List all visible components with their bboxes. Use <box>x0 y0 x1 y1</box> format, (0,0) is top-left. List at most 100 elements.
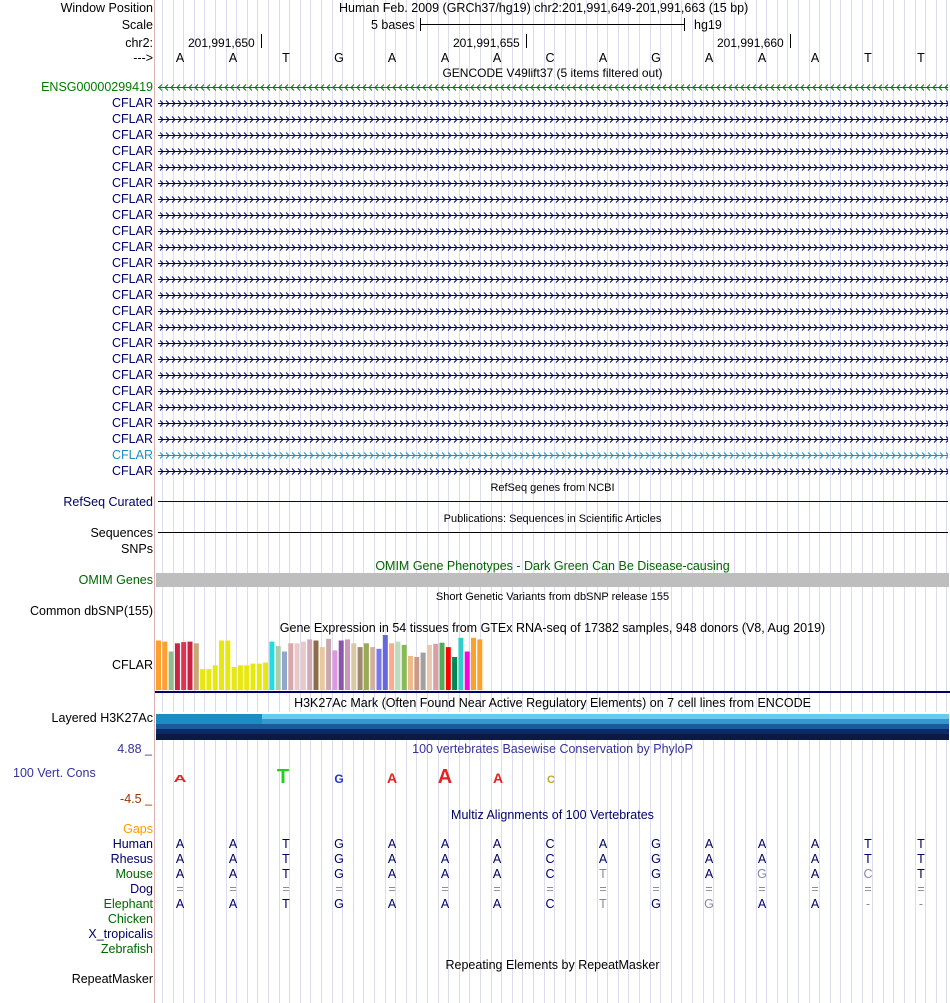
gencode-transcript-label[interactable]: CFLAR <box>112 384 153 398</box>
h3k27ac-title[interactable]: H3K27Ac Mark (Often Found Near Active Re… <box>294 696 811 710</box>
gencode-transcript-label[interactable]: CFLAR <box>112 144 153 158</box>
gencode-transcript-label[interactable]: CFLAR <box>112 208 153 222</box>
gtex-bar[interactable] <box>357 647 363 690</box>
gencode-transcript-label[interactable]: CFLAR <box>112 288 153 302</box>
refseq-title[interactable]: RefSeq genes from NCBI <box>490 482 615 494</box>
multiz-species-label[interactable]: X_tropicalis <box>88 927 153 941</box>
gencode-transcript-label[interactable]: CFLAR <box>112 416 153 430</box>
gencode-transcript-track[interactable] <box>158 212 948 219</box>
h3k27ac-signal[interactable] <box>156 712 949 740</box>
gtex-bar[interactable] <box>464 651 470 691</box>
multiz-species-label[interactable]: Mouse <box>115 867 153 881</box>
gtex-label[interactable]: CFLAR <box>112 658 153 672</box>
gtex-bar[interactable] <box>206 669 212 690</box>
gtex-bar[interactable] <box>219 640 224 691</box>
gtex-bar[interactable] <box>389 643 395 691</box>
gtex-bar[interactable] <box>452 657 458 690</box>
gencode-transcript-track[interactable] <box>158 116 948 123</box>
gtex-bar[interactable] <box>269 641 275 690</box>
snps-label[interactable]: SNPs <box>121 542 153 556</box>
ensg-gene-track[interactable] <box>158 84 948 91</box>
gtex-bar[interactable] <box>181 642 187 690</box>
gtex-bar[interactable] <box>408 655 413 690</box>
dbsnp-label[interactable]: Common dbSNP(155) <box>30 604 153 618</box>
gtex-bar[interactable] <box>244 665 250 691</box>
gencode-transcript-track[interactable] <box>158 324 948 331</box>
gtex-bar[interactable] <box>471 637 476 691</box>
gtex-bar[interactable] <box>351 643 357 691</box>
gtex-bar[interactable] <box>370 647 376 690</box>
multiz-species-label[interactable]: Zebrafish <box>100 942 153 956</box>
gtex-bar[interactable] <box>168 651 174 691</box>
gencode-transcript-label[interactable]: CFLAR <box>112 272 153 286</box>
gencode-transcript-track[interactable] <box>158 436 948 443</box>
phylop-title[interactable]: 100 vertebrates Basewise Conservation by… <box>412 742 693 756</box>
gtex-bar[interactable] <box>282 651 287 691</box>
dbsnp-title[interactable]: Short Genetic Variants from dbSNP releas… <box>435 591 670 603</box>
gencode-title[interactable]: GENCODE V49lift37 (5 items filtered out) <box>442 66 663 80</box>
repeatmasker-label[interactable]: RepeatMasker <box>71 972 153 986</box>
gencode-transcript-track[interactable] <box>158 452 948 459</box>
gtex-bar[interactable] <box>200 669 206 690</box>
gencode-transcript-track[interactable] <box>158 468 948 475</box>
gtex-bar[interactable] <box>225 640 231 691</box>
gencode-transcript-label[interactable]: CFLAR <box>112 96 153 110</box>
gtex-bar[interactable] <box>162 641 168 690</box>
gtex-bar[interactable] <box>420 652 426 690</box>
gencode-transcript-label[interactable]: CFLAR <box>112 240 153 254</box>
gtex-bar[interactable] <box>458 637 464 691</box>
publications-track[interactable] <box>158 532 948 533</box>
gencode-transcript-track[interactable] <box>158 276 948 283</box>
gtex-bar[interactable] <box>174 643 180 691</box>
gtex-bar[interactable] <box>445 647 451 690</box>
gencode-ensg-label[interactable]: ENSG00000299419 <box>41 80 153 94</box>
refseq-label[interactable]: RefSeq Curated <box>63 495 153 509</box>
gtex-bar[interactable] <box>426 644 432 690</box>
gtex-bar[interactable] <box>332 650 338 690</box>
gtex-title[interactable]: Gene Expression in 54 tissues from GTEx … <box>279 621 826 635</box>
gencode-transcript-track[interactable] <box>158 260 948 267</box>
repeatmasker-title[interactable]: Repeating Elements by RepeatMasker <box>445 958 660 972</box>
gtex-bar[interactable] <box>294 643 300 691</box>
phylop-label[interactable]: 100 Vert. Cons <box>13 766 96 780</box>
gtex-bar[interactable] <box>326 638 332 690</box>
gtex-bar[interactable] <box>338 640 344 691</box>
gtex-bar[interactable] <box>187 641 193 690</box>
gtex-bar[interactable] <box>395 641 401 690</box>
multiz-gaps-label[interactable]: Gaps <box>123 822 153 836</box>
gtex-bar[interactable] <box>414 657 420 690</box>
gtex-bar[interactable] <box>433 643 439 690</box>
gtex-bar[interactable] <box>382 635 388 690</box>
gencode-transcript-track[interactable] <box>158 132 948 139</box>
gtex-bar[interactable] <box>263 662 269 691</box>
gencode-transcript-label[interactable]: CFLAR <box>112 432 153 446</box>
gencode-transcript-track[interactable] <box>158 420 948 427</box>
gencode-transcript-track[interactable] <box>158 100 948 107</box>
multiz-species-label[interactable]: Elephant <box>103 897 153 911</box>
gencode-transcript-track[interactable] <box>158 292 948 299</box>
multiz-species-label[interactable]: Chicken <box>107 912 153 926</box>
gtex-expression-chart[interactable] <box>155 634 950 694</box>
gencode-transcript-label[interactable]: CFLAR <box>112 256 153 270</box>
gtex-bar[interactable] <box>193 643 199 691</box>
gtex-bar[interactable] <box>275 646 281 690</box>
gencode-transcript-track[interactable] <box>158 196 948 203</box>
gtex-bar[interactable] <box>307 639 313 690</box>
gtex-bar[interactable] <box>256 663 262 690</box>
gencode-transcript-label[interactable]: CFLAR <box>112 160 153 174</box>
gtex-bar[interactable] <box>300 641 306 690</box>
multiz-species-label[interactable]: Dog <box>130 882 153 896</box>
gencode-transcript-label[interactable]: CFLAR <box>112 400 153 414</box>
gencode-transcript-track[interactable] <box>158 164 948 171</box>
gtex-bar[interactable] <box>363 643 369 691</box>
gencode-transcript-track[interactable] <box>158 372 948 379</box>
omim-label[interactable]: OMIM Genes <box>78 573 153 587</box>
gencode-transcript-track[interactable] <box>158 308 948 315</box>
gencode-transcript-label[interactable]: CFLAR <box>112 336 153 350</box>
gencode-transcript-track[interactable] <box>158 356 948 363</box>
gencode-transcript-track[interactable] <box>158 228 948 235</box>
gtex-bar[interactable] <box>439 642 445 690</box>
gtex-bar[interactable] <box>345 639 350 690</box>
multiz-species-label[interactable]: Human <box>112 837 153 851</box>
gencode-transcript-label[interactable]: CFLAR <box>112 112 153 126</box>
